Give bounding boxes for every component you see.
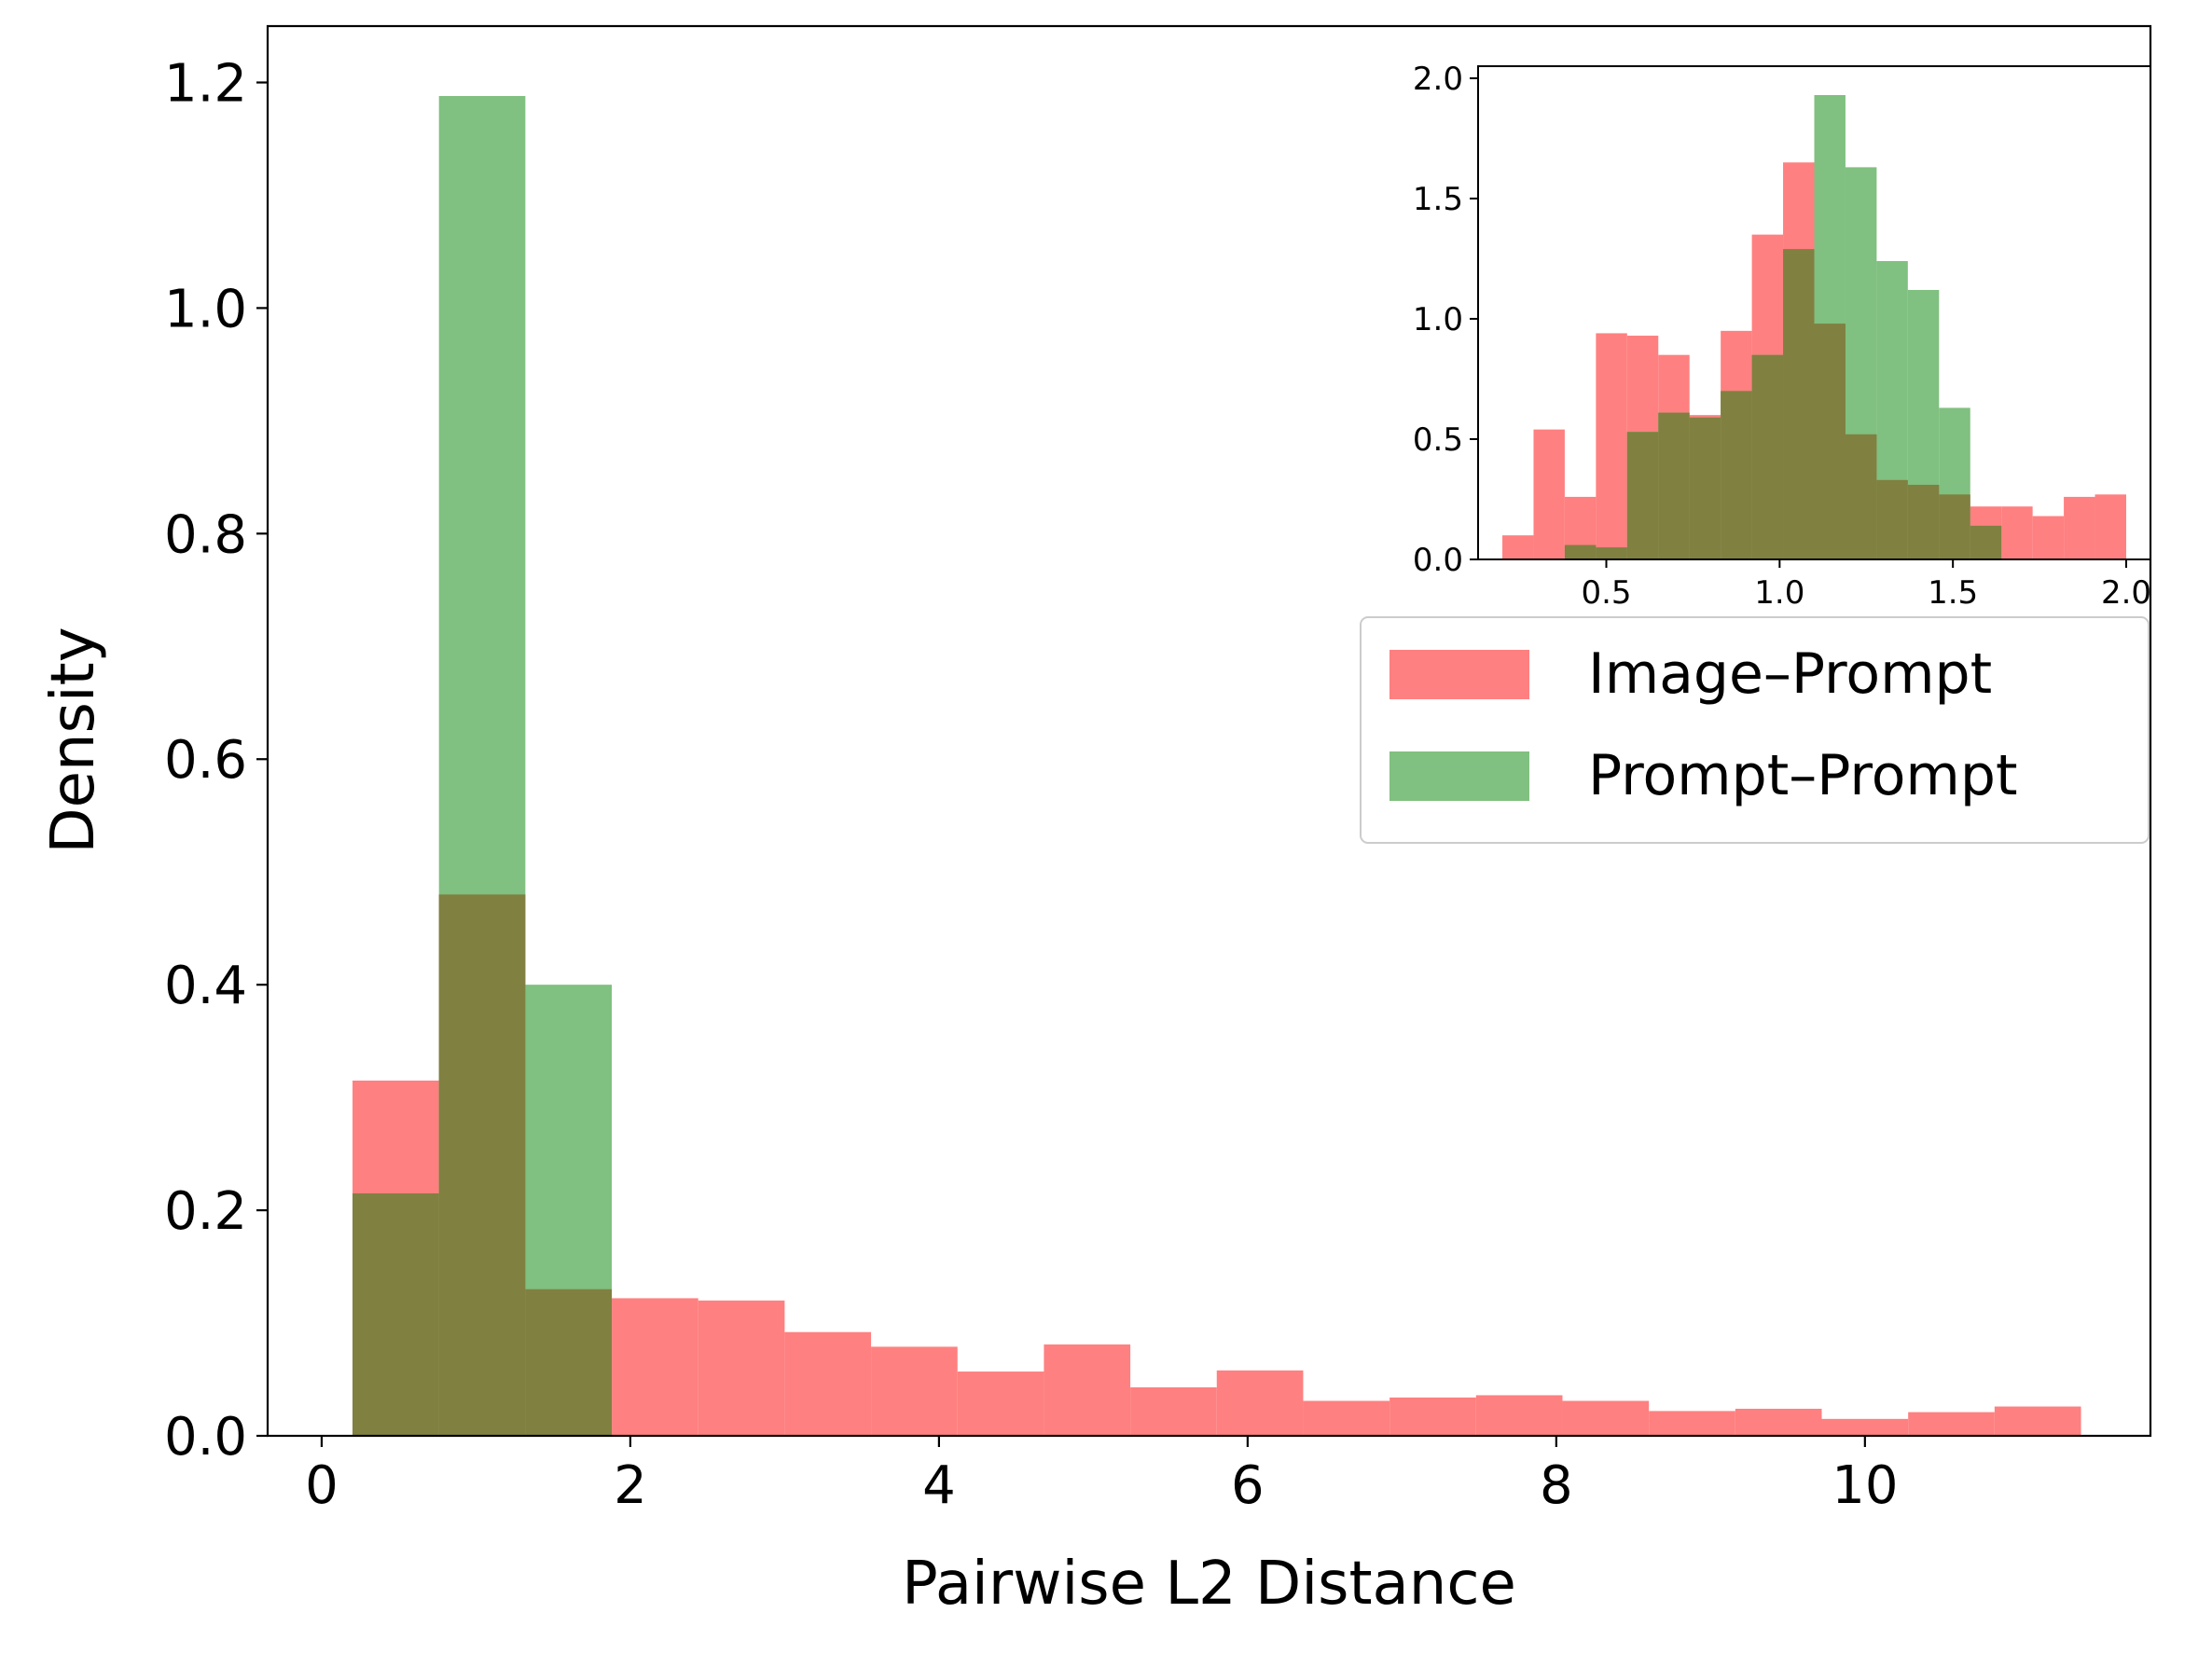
bar-image-prompt-18 [1908, 1412, 1995, 1436]
inset-bar-overlap-4 [1689, 417, 1721, 559]
inset-plot-frame [1477, 65, 2151, 560]
legend-label-prompt-prompt: Prompt–Prompt [1588, 743, 2018, 808]
y-tick-label-4: 0.8 [164, 504, 247, 565]
inset-bar-overlap-0 [1564, 544, 1597, 559]
bar-overlap-0 [353, 1192, 439, 1436]
y-tick-label-2: 0.4 [164, 956, 247, 1016]
legend-swatch-prompt-prompt [1389, 751, 1529, 801]
bar-image-prompt-11 [1303, 1400, 1390, 1436]
bar-image-prompt-8 [1044, 1344, 1131, 1436]
inset-bar-overlap-9 [1845, 434, 1877, 559]
legend-swatch-image-prompt [1389, 650, 1529, 699]
bar-image-prompt-16 [1735, 1408, 1822, 1436]
main-y-axis-ticks: 0.0 0.2 0.4 0.6 0.8 1.0 1.2 [164, 53, 268, 1468]
bar-overlap-1 [438, 894, 526, 1436]
inset-bar-overlap-7 [1783, 249, 1815, 559]
inset-bar-image-prompt-1 [1533, 429, 1565, 559]
inset-bar-overlap-8 [1814, 324, 1846, 559]
y-tick-label-3: 0.6 [164, 730, 247, 791]
main-plot-overlap-bars [353, 894, 613, 1436]
inset-bar-overlap-11 [1907, 485, 1940, 559]
main-plot-frame [266, 24, 2152, 1438]
inset-bar-image-prompt-16 [2001, 506, 2033, 559]
y-tick-label-0: 0.0 [164, 1407, 247, 1468]
x-tick-label-0: 0 [305, 1455, 339, 1516]
inset-x-tick-label-0: 0.5 [1581, 574, 1631, 612]
inset-x-tick-label-1: 1.0 [1754, 574, 1804, 612]
bar-overlap-2 [525, 1289, 613, 1436]
x-tick-label-1: 2 [614, 1455, 647, 1516]
inset-y-tick-label-3: 1.5 [1413, 181, 1463, 218]
inset-x-tick-label-2: 1.5 [1928, 574, 1978, 612]
inset-x-tick-label-3: 2.0 [2101, 574, 2151, 612]
bar-image-prompt-9 [1130, 1386, 1217, 1436]
legend: Image–Prompt Prompt–Prompt [1360, 616, 2150, 844]
x-tick-label-3: 6 [1231, 1455, 1265, 1516]
x-tick-label-5: 10 [1832, 1455, 1898, 1516]
bar-image-prompt-3 [612, 1298, 698, 1436]
bar-image-prompt-6 [871, 1346, 958, 1436]
inset-y-tick-label-4: 2.0 [1413, 61, 1463, 98]
bar-image-prompt-13 [1475, 1395, 1563, 1436]
bar-image-prompt-12 [1389, 1397, 1476, 1436]
bar-image-prompt-4 [698, 1300, 785, 1436]
inset-y-axis-ticks: 0.0 0.5 1.0 1.5 2.0 [1413, 61, 1478, 579]
inset-y-tick-label-2: 1.0 [1413, 301, 1463, 338]
y-tick-label-1: 0.2 [164, 1181, 247, 1242]
x-tick-label-2: 4 [922, 1455, 956, 1516]
x-axis-title: Pairwise L2 Distance [902, 1550, 1516, 1619]
bar-image-prompt-19 [1994, 1406, 2081, 1436]
inset-bar-overlap-6 [1751, 354, 1784, 559]
inset-y-tick-label-1: 0.5 [1413, 421, 1463, 459]
inset-bar-overlap-1 [1596, 547, 1627, 559]
inset-x-axis-ticks: 0.5 1.0 1.5 2.0 [1581, 559, 2151, 612]
inset-bar-overlap-5 [1721, 391, 1752, 559]
inset-bar-image-prompt-19 [2094, 494, 2126, 559]
bar-image-prompt-14 [1562, 1400, 1650, 1436]
inset-bar-image-prompt-0 [1502, 535, 1534, 559]
inset-plot-overlap-bars [1564, 249, 2002, 559]
inset-bar-overlap-2 [1626, 432, 1659, 559]
legend-label-image-prompt: Image–Prompt [1588, 641, 1992, 707]
bar-image-prompt-5 [784, 1331, 872, 1436]
inset-bar-overlap-12 [1939, 494, 1970, 559]
inset-bar-image-prompt-17 [2032, 516, 2065, 559]
bar-image-prompt-15 [1649, 1411, 1735, 1436]
y-tick-label-5: 1.0 [164, 279, 247, 339]
legend-frame [1360, 616, 2150, 844]
inset-bar-overlap-3 [1658, 412, 1690, 559]
bar-image-prompt-7 [957, 1371, 1044, 1436]
inset-y-tick-label-0: 0.0 [1413, 542, 1463, 579]
inset-bar-image-prompt-18 [2064, 496, 2095, 559]
inset-bar-image-prompt-3 [1596, 333, 1627, 559]
x-tick-label-4: 8 [1540, 1455, 1573, 1516]
inset-bar-overlap-10 [1876, 479, 1908, 559]
main-x-axis-ticks: 0 2 4 6 8 10 [305, 1436, 1898, 1516]
y-axis-title: Density [39, 627, 108, 853]
y-tick-label-6: 1.2 [164, 53, 247, 114]
bar-image-prompt-17 [1821, 1418, 1909, 1436]
bar-image-prompt-10 [1216, 1370, 1304, 1436]
inset-bar-overlap-13 [1970, 525, 2002, 559]
